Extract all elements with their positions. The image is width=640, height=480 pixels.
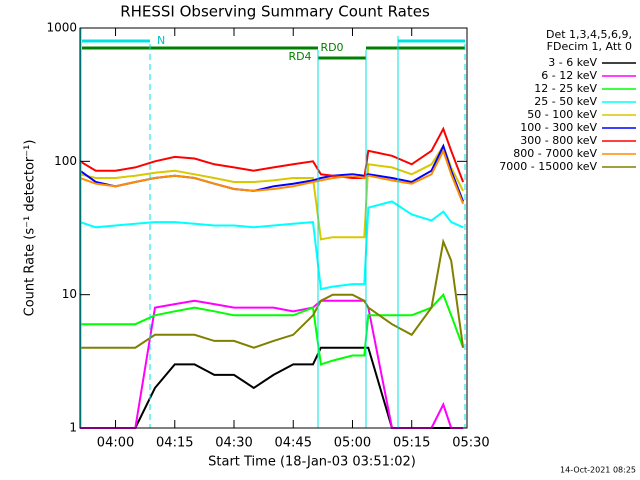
y-tick-label: 10 — [62, 287, 77, 301]
footer: 14-Oct-2021 08:25 — [560, 466, 636, 475]
series-line — [79, 143, 464, 241]
flag-bars — [82, 39, 465, 60]
legend-label: 7000 - 15000 keV — [499, 160, 597, 173]
y-tick-label: 100 — [54, 154, 77, 168]
x-axis-label: Start Time (18-Jan-03 03:51:02) — [208, 455, 416, 470]
legend-label: 300 - 800 keV — [520, 134, 597, 147]
series-line — [80, 292, 465, 366]
flag-label: N — [157, 34, 165, 47]
legend-label: 50 - 100 keV — [527, 108, 597, 121]
legend-label: 12 - 25 keV — [534, 82, 597, 95]
plot-area — [79, 126, 465, 429]
x-tick-label: 05:15 — [393, 436, 430, 451]
series-line — [79, 126, 465, 183]
x-tick-label: 04:30 — [215, 436, 252, 451]
legend-label: 25 - 50 keV — [534, 95, 597, 108]
series-line — [80, 299, 464, 429]
x-tick-label: 05:30 — [452, 436, 489, 451]
chart-title: RHESSI Observing Summary Count Rates — [120, 3, 430, 21]
legend-label: 100 - 300 keV — [520, 121, 597, 134]
flag-label: RD4 — [288, 50, 311, 63]
x-tick-label: 04:45 — [275, 436, 312, 451]
legend-header: Det 1,3,4,5,6,9, — [546, 28, 632, 41]
x-tick-label: 05:00 — [334, 436, 371, 451]
series-line — [79, 148, 465, 205]
legend-label: 800 - 7000 keV — [513, 147, 597, 160]
y-tick-label: 1 — [69, 421, 77, 435]
series-line — [79, 143, 465, 202]
event-lines — [80, 28, 466, 428]
series-line — [80, 238, 465, 349]
legend-label: 6 - 12 keV — [541, 69, 597, 82]
legend-header: FDecim 1, Att 0 — [547, 40, 632, 53]
legend-label: 3 - 6 keV — [548, 56, 597, 69]
x-tick-label: 04:15 — [156, 436, 193, 451]
y-axis-label: Count Rate (s⁻¹ detector⁻¹) — [23, 140, 38, 317]
x-tick-label: 04:00 — [97, 436, 134, 451]
series-line — [79, 200, 464, 291]
y-tick-label: 1000 — [46, 21, 77, 35]
flag-label: RD0 — [320, 41, 343, 54]
plot-frame — [79, 27, 468, 429]
